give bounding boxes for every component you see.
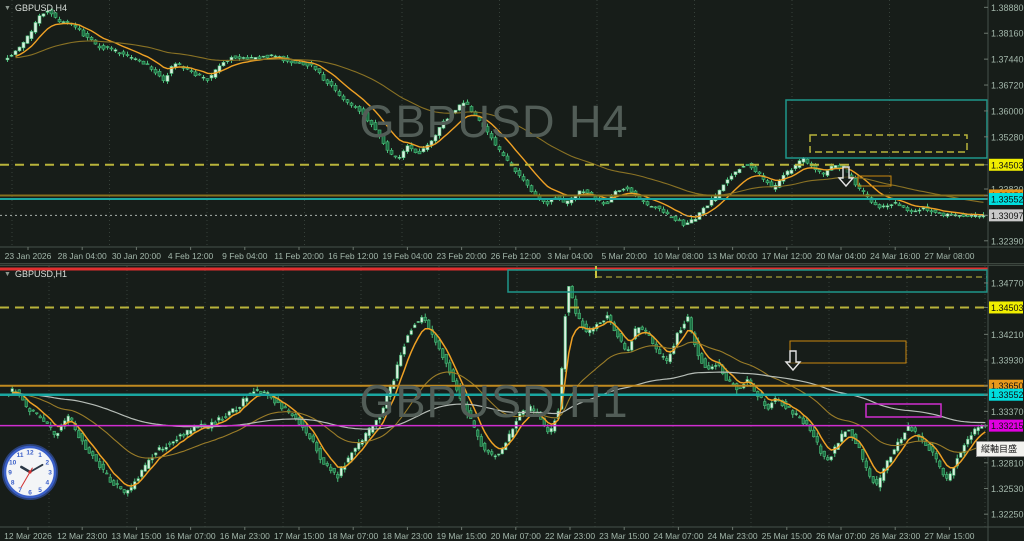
svg-text:16 Feb 12:00: 16 Feb 12:00 xyxy=(328,251,378,261)
svg-text:4 Feb 12:00: 4 Feb 12:00 xyxy=(168,251,214,261)
chart-panel-h1[interactable]: 1.34770 1.34503 1.34210 1.33930 1.33650 1.335… xyxy=(0,266,1024,541)
chart-title-label: GBPUSD,H4 xyxy=(14,3,67,13)
minute-hand xyxy=(29,463,44,473)
grid-layer xyxy=(48,266,986,527)
svg-text:12: 12 xyxy=(26,450,34,457)
down-arrow-icon xyxy=(784,350,802,372)
svg-text:10: 10 xyxy=(9,460,17,467)
svg-text:16 Mar 07:00: 16 Mar 07:00 xyxy=(166,531,216,541)
svg-text:18 Mar 23:00: 18 Mar 23:00 xyxy=(382,531,432,541)
drawing-objects-layer[interactable] xyxy=(785,99,988,188)
svg-text:12 Mar 23:00: 12 Mar 23:00 xyxy=(57,531,107,541)
svg-text:17 Mar 15:00: 17 Mar 15:00 xyxy=(274,531,324,541)
svg-text:7: 7 xyxy=(18,487,22,494)
down-arrow-icon xyxy=(837,166,855,188)
svg-text:26 Mar 07:00: 26 Mar 07:00 xyxy=(816,531,866,541)
levels-layer[interactable] xyxy=(0,163,988,216)
svg-text:26 Mar 23:00: 26 Mar 23:00 xyxy=(870,531,920,541)
svg-text:16 Mar 23:00: 16 Mar 23:00 xyxy=(220,531,270,541)
drawing-objects-layer[interactable] xyxy=(507,269,988,418)
svg-text:11 Feb 20:00: 11 Feb 20:00 xyxy=(274,251,324,261)
svg-text:30 Jan 20:00: 30 Jan 20:00 xyxy=(112,251,161,261)
svg-text:9: 9 xyxy=(8,470,12,477)
svg-text:1.34210: 1.34210 xyxy=(991,330,1024,340)
svg-text:1.38880: 1.38880 xyxy=(991,3,1024,13)
svg-text:3 Mar 04:00: 3 Mar 04:00 xyxy=(547,251,593,261)
svg-text:1.35280: 1.35280 xyxy=(991,132,1024,142)
svg-text:24 Mar 07:00: 24 Mar 07:00 xyxy=(653,531,703,541)
grid-layer xyxy=(11,0,890,247)
svg-text:1.34503: 1.34503 xyxy=(991,303,1024,313)
svg-text:12 Mar 2026: 12 Mar 2026 xyxy=(4,531,52,541)
svg-text:27 Mar 08:00: 27 Mar 08:00 xyxy=(924,251,974,261)
svg-text:1.37440: 1.37440 xyxy=(991,55,1024,65)
svg-text:5: 5 xyxy=(38,487,42,494)
svg-text:22 Mar 23:00: 22 Mar 23:00 xyxy=(545,531,595,541)
svg-text:1.33215: 1.33215 xyxy=(991,421,1024,431)
svg-text:1.32250: 1.32250 xyxy=(991,510,1024,520)
moving-averages-layer xyxy=(12,320,986,487)
svg-text:1.38160: 1.38160 xyxy=(991,29,1024,39)
svg-text:3: 3 xyxy=(48,470,52,477)
moving-averages-layer xyxy=(15,22,984,218)
svg-text:1.32530: 1.32530 xyxy=(991,484,1024,494)
svg-text:1.33552: 1.33552 xyxy=(991,194,1024,204)
svg-text:27 Mar 15:00: 27 Mar 15:00 xyxy=(924,531,974,541)
svg-text:28 Jan 04:00: 28 Jan 04:00 xyxy=(58,251,107,261)
svg-text:1.36720: 1.36720 xyxy=(991,81,1024,91)
svg-text:8: 8 xyxy=(11,480,15,487)
svg-text:1.33370: 1.33370 xyxy=(991,407,1024,417)
svg-text:25 Mar 15:00: 25 Mar 15:00 xyxy=(762,531,812,541)
levels-layer[interactable] xyxy=(0,266,988,427)
svg-text:1: 1 xyxy=(38,452,42,459)
svg-text:19 Feb 04:00: 19 Feb 04:00 xyxy=(382,251,432,261)
svg-text:6: 6 xyxy=(28,490,32,497)
svg-text:1.34503: 1.34503 xyxy=(991,160,1024,170)
svg-text:19 Mar 15:00: 19 Mar 15:00 xyxy=(437,531,487,541)
svg-text:9 Feb 04:00: 9 Feb 04:00 xyxy=(222,251,268,261)
svg-text:26 Feb 12:00: 26 Feb 12:00 xyxy=(491,251,541,261)
svg-text:1.32390: 1.32390 xyxy=(991,236,1024,246)
hour-hand xyxy=(20,465,32,474)
svg-text:18 Mar 07:00: 18 Mar 07:00 xyxy=(328,531,378,541)
svg-text:11: 11 xyxy=(17,452,24,459)
svg-text:24 Mar 16:00: 24 Mar 16:00 xyxy=(870,251,920,261)
svg-text:1.33552: 1.33552 xyxy=(991,390,1024,400)
svg-text:1.33097: 1.33097 xyxy=(991,211,1024,221)
chart-canvas-h1[interactable]: 1.34770 1.34503 1.34210 1.33930 1.336501.335… xyxy=(0,266,1024,541)
chart-title-label: GBPUSD,H1 xyxy=(14,269,67,279)
svg-text:23 Feb 20:00: 23 Feb 20:00 xyxy=(437,251,487,261)
candles-layer xyxy=(5,8,986,228)
svg-text:10 Mar 08:00: 10 Mar 08:00 xyxy=(653,251,703,261)
chart-canvas-h4[interactable]: 1.38880 1.38160 1.37440 1.36720 1.36000 1.352… xyxy=(0,0,1024,263)
chart-marker-icon[interactable]: ▼ xyxy=(4,271,11,278)
svg-text:17 Mar 12:00: 17 Mar 12:00 xyxy=(762,251,812,261)
svg-text:1.33930: 1.33930 xyxy=(991,356,1024,366)
svg-text:23 Mar 15:00: 23 Mar 15:00 xyxy=(599,531,649,541)
svg-text:20 Mar 04:00: 20 Mar 04:00 xyxy=(816,251,866,261)
svg-text:13 Mar 15:00: 13 Mar 15:00 xyxy=(111,531,161,541)
svg-text:1.36000: 1.36000 xyxy=(991,106,1024,116)
svg-text:1.32810: 1.32810 xyxy=(991,458,1024,468)
svg-text:1.33650: 1.33650 xyxy=(991,381,1024,391)
axis-layer[interactable]: 1.38880 1.38160 1.37440 1.36720 1.36000 1.352… xyxy=(0,0,1024,263)
svg-text:1.34770: 1.34770 xyxy=(991,278,1024,288)
chart-marker-icon[interactable]: ▼ xyxy=(4,5,11,12)
panel-separator[interactable] xyxy=(0,263,1024,266)
svg-text:20 Mar 07:00: 20 Mar 07:00 xyxy=(491,531,541,541)
chart-title-h4: ▼ GBPUSD,H4 xyxy=(4,3,67,13)
chart-panel-h4[interactable]: 1.38880 1.38160 1.37440 1.36720 1.36000 1.352… xyxy=(0,0,1024,263)
axis-scale-tooltip: 縦軸目盛 xyxy=(976,441,1024,457)
axis-layer[interactable]: 1.34770 1.34503 1.34210 1.33930 1.336501.335… xyxy=(0,266,1024,541)
chart-title-h1: ▼ GBPUSD,H1 xyxy=(4,269,67,279)
svg-text:23 Jan 2026: 23 Jan 2026 xyxy=(5,251,52,261)
candles-layer xyxy=(3,285,987,497)
svg-text:24 Mar 23:00: 24 Mar 23:00 xyxy=(708,531,758,541)
svg-text:2: 2 xyxy=(46,460,50,467)
svg-text:13 Mar 00:00: 13 Mar 00:00 xyxy=(708,251,758,261)
svg-text:5 Mar 20:00: 5 Mar 20:00 xyxy=(602,251,648,261)
svg-text:4: 4 xyxy=(46,480,50,487)
